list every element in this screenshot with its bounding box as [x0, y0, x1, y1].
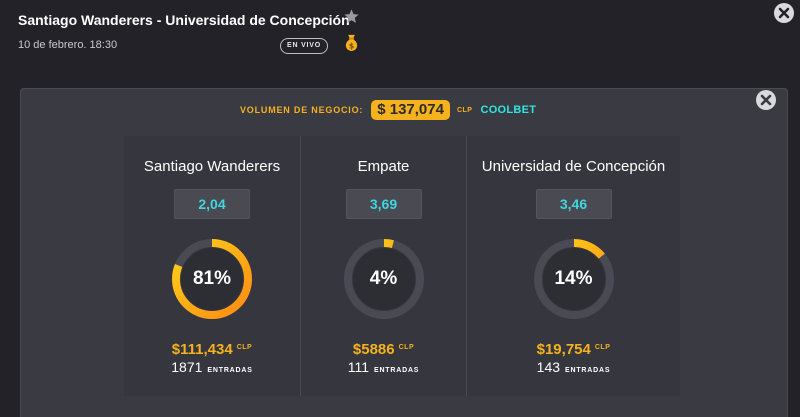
volume-currency: CLP — [456, 106, 473, 114]
live-badge: EN VIVO — [280, 38, 328, 54]
amount-currency: CLP — [236, 344, 253, 351]
percent-label: 14% — [554, 268, 593, 289]
ring-center — [181, 248, 243, 310]
amount-currency: CLP — [398, 344, 415, 351]
star-icon[interactable] — [343, 8, 360, 25]
brand-name: COOLBET — [480, 104, 537, 116]
entries-row: 111 ENTRADAS — [348, 359, 420, 375]
entries-label: ENTRADAS — [207, 367, 253, 374]
outcome-draw: Empate 3,69 4% $5886 CLP 111 ENTRADAS — [300, 136, 467, 396]
amount-value: $19,754 — [536, 341, 591, 358]
money-bag-icon[interactable]: $ — [343, 33, 360, 52]
ring-fill — [172, 239, 252, 319]
ring-center — [352, 248, 415, 310]
odds-button[interactable]: 3,46 — [535, 189, 612, 219]
entries-label: ENTRADAS — [373, 367, 420, 374]
match-date: 10 de febrero. 18:30 — [18, 39, 118, 51]
amount-value: $111,434 — [171, 341, 233, 358]
ring-center — [542, 248, 605, 310]
coolbet-logo: COOLBET — [480, 104, 536, 116]
ring-chart — [343, 239, 424, 319]
amount-row: $5886 CLP — [353, 341, 414, 358]
entries-count: 143 — [536, 359, 561, 375]
svg-text:$: $ — [349, 41, 354, 50]
amount-value: $5886 — [352, 341, 395, 358]
entries-count: 111 — [347, 359, 369, 375]
panel-close-icon[interactable] — [755, 89, 777, 111]
percent-ring: 4% — [342, 237, 426, 321]
outcomes: Santiago Wanderers 2,04 81% $111,434 CLP… — [124, 136, 680, 396]
amount-row: $19,754 CLP — [537, 341, 611, 358]
odds-button[interactable]: 3,69 — [345, 189, 422, 219]
ring-chart — [533, 239, 614, 319]
close-icon[interactable] — [773, 2, 795, 24]
percent-ring: 14% — [532, 237, 616, 321]
percent-ring: 81% — [170, 237, 254, 321]
entries-count: 1871 — [171, 359, 203, 375]
amount-currency: CLP — [594, 344, 611, 351]
percent-label: 4% — [369, 268, 398, 289]
volume-row: VOLUMEN DE NEGOCIO: $ 137,074 CLP COOLBE… — [240, 98, 536, 122]
entries-label: ENTRADAS — [565, 367, 611, 374]
outcome-away: Universidad de Concepción 3,46 14% $19,7… — [467, 136, 680, 396]
outcome-name: Empate — [357, 158, 410, 175]
outcome-name: Santiago Wanderers — [143, 158, 281, 175]
match-title: Santiago Wanderers - Universidad de Conc… — [18, 12, 350, 28]
ring-fill — [533, 239, 614, 319]
volume-label: VOLUMEN DE NEGOCIO: — [240, 105, 364, 115]
ring-fill — [343, 239, 424, 319]
percent-label: 81% — [192, 268, 232, 289]
ring-chart — [172, 239, 252, 319]
odds-button[interactable]: 2,04 — [174, 189, 250, 219]
amount-row: $111,434 CLP — [172, 341, 252, 358]
outcome-name: Universidad de Concepción — [481, 158, 666, 175]
outcome-home: Santiago Wanderers 2,04 81% $111,434 CLP… — [124, 136, 300, 396]
entries-row: 143 ENTRADAS — [537, 359, 611, 375]
entries-row: 1871 ENTRADAS — [171, 359, 252, 375]
volume-value: $ 137,074 — [371, 100, 450, 120]
